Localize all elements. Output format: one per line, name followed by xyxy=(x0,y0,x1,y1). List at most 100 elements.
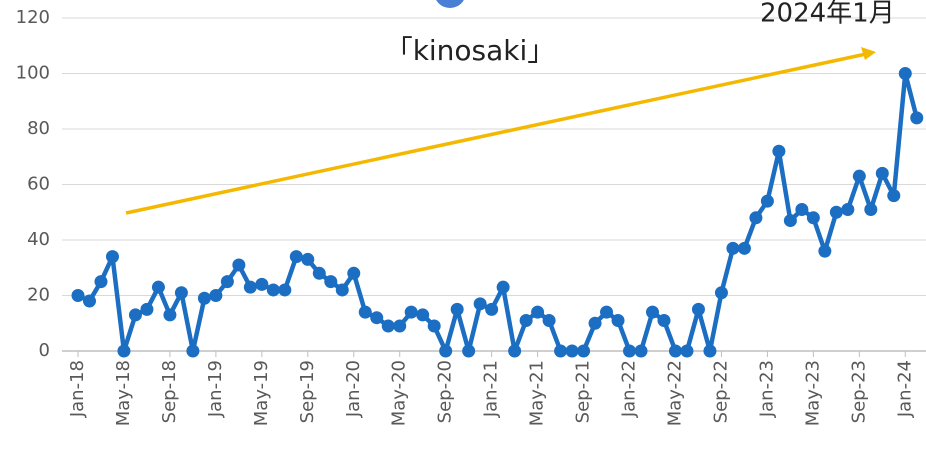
x-tick-label: Jan-19 xyxy=(205,360,226,418)
marker xyxy=(829,205,843,219)
marker xyxy=(714,286,728,300)
marker xyxy=(852,169,866,183)
marker xyxy=(772,144,786,158)
marker xyxy=(864,202,878,216)
x-tick-label: Jan-24 xyxy=(894,360,915,418)
x-tick-label: Sep-22 xyxy=(710,360,731,423)
marker xyxy=(646,305,659,319)
marker xyxy=(324,275,338,289)
marker xyxy=(531,305,545,319)
marker xyxy=(209,289,223,302)
marker xyxy=(818,244,832,258)
x-tick-label: Sep-20 xyxy=(435,360,456,423)
marker xyxy=(519,313,533,327)
marker xyxy=(588,316,602,330)
marker xyxy=(71,289,85,302)
marker xyxy=(577,344,591,358)
marker xyxy=(657,313,671,327)
marker xyxy=(634,344,648,358)
x-tick-label: May-18 xyxy=(113,360,134,426)
marker xyxy=(94,275,108,289)
x-tick-label: Jan-20 xyxy=(343,360,364,418)
marker xyxy=(347,266,361,280)
marker xyxy=(312,266,326,280)
x-tick-label: Sep-23 xyxy=(848,360,869,423)
x-tick-label: Jan-18 xyxy=(67,360,88,418)
marker xyxy=(381,319,395,333)
y-tick-label: 20 xyxy=(27,285,50,306)
marker xyxy=(278,283,292,297)
marker xyxy=(404,305,418,319)
marker xyxy=(806,211,820,225)
marker xyxy=(542,313,556,327)
marker xyxy=(450,302,464,316)
marker xyxy=(898,67,912,80)
marker xyxy=(760,194,774,208)
marker xyxy=(485,302,499,316)
x-tick-label: May-22 xyxy=(664,360,685,426)
marker xyxy=(726,241,740,255)
y-tick-label: 80 xyxy=(27,118,50,139)
marker xyxy=(611,313,625,327)
marker xyxy=(151,280,165,294)
marker xyxy=(623,344,637,358)
marker xyxy=(439,344,453,358)
annotation: 「kinosaki」 xyxy=(385,34,556,67)
x-tick-label: Sep-18 xyxy=(159,360,180,423)
marker xyxy=(289,250,303,264)
x-tick-label: Sep-21 xyxy=(573,360,594,423)
marker xyxy=(427,319,441,333)
x-tick-label: Jan-22 xyxy=(619,360,640,418)
y-tick-label: 100 xyxy=(16,63,50,84)
marker xyxy=(232,258,246,272)
marker xyxy=(600,305,614,319)
y-tick-label: 120 xyxy=(16,7,50,28)
marker xyxy=(370,311,384,325)
annotation: 2024年1月 xyxy=(760,0,895,29)
marker xyxy=(554,344,568,358)
marker xyxy=(887,189,901,203)
marker xyxy=(186,344,200,358)
x-tick-label: Sep-19 xyxy=(297,360,318,423)
marker xyxy=(255,277,269,291)
marker xyxy=(795,202,809,216)
marker xyxy=(703,344,717,358)
y-tick-label: 60 xyxy=(27,174,50,195)
y-tick-label: 40 xyxy=(27,229,50,250)
marker xyxy=(737,241,751,255)
marker xyxy=(416,308,430,322)
marker xyxy=(243,280,257,294)
x-tick-label: May-23 xyxy=(802,360,823,426)
marker xyxy=(668,344,682,358)
marker xyxy=(680,344,694,358)
x-tick-label: Jan-21 xyxy=(481,360,502,418)
marker xyxy=(105,250,119,264)
marker xyxy=(301,252,315,266)
marker xyxy=(508,344,522,358)
trend-arrow xyxy=(125,52,867,215)
marker xyxy=(473,297,487,311)
arrow-head xyxy=(861,47,876,60)
marker xyxy=(783,214,797,228)
marker xyxy=(749,211,763,225)
marker xyxy=(82,294,96,308)
x-tick-label: Jan-23 xyxy=(756,360,777,418)
marker xyxy=(220,275,234,289)
x-tick-label: May-21 xyxy=(527,360,548,426)
marker xyxy=(197,291,211,305)
marker xyxy=(117,344,131,358)
marker xyxy=(266,283,280,297)
marker xyxy=(174,286,188,300)
marker xyxy=(462,344,476,358)
marker xyxy=(140,302,154,316)
x-tick-label: May-20 xyxy=(389,360,410,426)
marker xyxy=(841,202,855,216)
marker xyxy=(910,111,924,125)
y-tick-label: 0 xyxy=(39,340,50,361)
marker xyxy=(496,280,510,294)
marker xyxy=(875,166,889,180)
marker xyxy=(691,302,705,316)
marker xyxy=(335,283,349,297)
marker xyxy=(393,319,407,333)
